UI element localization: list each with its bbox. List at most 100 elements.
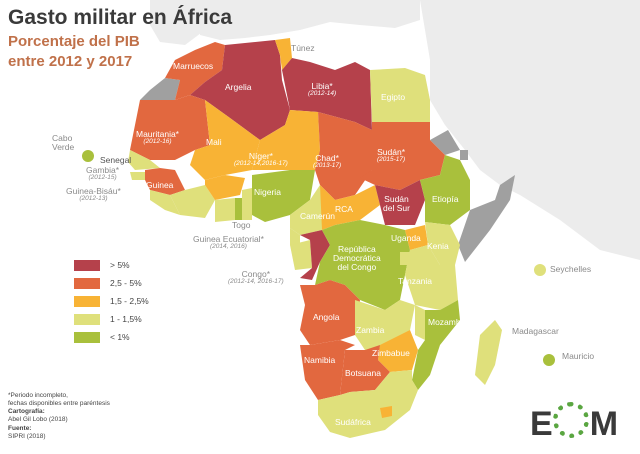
label-sudafrica: Sudáfrica (335, 417, 371, 427)
label-mauritania: Mauritania* (2012-16) (136, 129, 179, 145)
car (320, 185, 380, 230)
legend-label: 2,5 - 5% (110, 278, 142, 288)
benin (242, 188, 252, 220)
label-etiopia: Etiopía (432, 194, 459, 204)
legend-label: < 1% (110, 332, 130, 342)
label-angola: Angola (313, 312, 340, 322)
cartography-value: Abel Gil Lobo (2018) (8, 416, 68, 424)
togo (235, 198, 242, 220)
rwanda-burundi (400, 252, 410, 265)
label-uganda: Uganda (391, 233, 421, 243)
madagascar (475, 320, 502, 385)
cote-ivoire (170, 185, 215, 218)
legend-item: 2,5 - 5% (74, 278, 194, 292)
legend-label: > 5% (110, 260, 130, 270)
legend-item: 1 - 1,5% (74, 314, 194, 328)
logo-o-icon (552, 402, 589, 438)
label-rca: RCA (335, 204, 353, 214)
nigeria (252, 170, 315, 222)
middle-east-land (420, 0, 640, 260)
label-botsuana: Botsuana (345, 368, 381, 378)
algeria (190, 40, 290, 140)
label-nigeria: Nigeria (254, 187, 281, 197)
guinea-bissau (130, 172, 145, 180)
label-guinea-bisau: Guinea-Bisáu* (2012-13) (66, 186, 121, 202)
note-line-1: *Periodo incompleto, (8, 392, 68, 399)
label-libia: Libia* (2012-14) (308, 81, 337, 97)
mauricio-dot (543, 354, 555, 366)
angola (300, 280, 360, 345)
label-senegal: Senegal (100, 155, 132, 165)
egypt (370, 68, 430, 122)
label-seychelles: Seychelles (550, 264, 592, 274)
lesotho (380, 406, 392, 418)
label-zimbabue: Zimbabue (372, 348, 410, 358)
congo (300, 230, 330, 280)
europe-land (200, 0, 420, 40)
legend-swatch (74, 332, 100, 343)
eritrea (430, 130, 460, 155)
label-zambia: Zambia (356, 325, 385, 335)
map-title: Gasto militar en África (8, 6, 233, 29)
label-mauricio: Mauricio (562, 351, 595, 361)
label-sudan: Sudán* (2015-17) (377, 147, 406, 163)
south-africa (318, 370, 418, 438)
label-sudan-sur: Sudán del Sur (383, 194, 410, 213)
label-gambia: Gambia* (2012-15) (86, 165, 120, 181)
legend-item: < 1% (74, 332, 194, 346)
source-label: Fuente: (8, 424, 32, 432)
label-tanzania: Tanzania (398, 276, 433, 286)
ethiopia (420, 155, 470, 225)
seychelles-dot (534, 264, 546, 276)
label-chad: Chad* (2013-17) (313, 153, 342, 169)
label-egipto: Egipto (381, 92, 406, 102)
tunisia (275, 38, 292, 70)
tanzania (405, 245, 458, 310)
legend-swatch (74, 314, 100, 325)
morocco (165, 42, 225, 100)
label-guinea: Guinea (146, 180, 174, 190)
label-mali: Mali (206, 137, 222, 147)
label-namibia: Namibia (304, 355, 336, 365)
label-niger: Níger* (2012-14,2016-17) (234, 151, 288, 167)
source-value: SIPRI (2018) (8, 432, 46, 440)
niger (252, 110, 320, 170)
legend-item: > 5% (74, 260, 194, 274)
sudan (360, 122, 445, 190)
iberia-land (150, 0, 205, 45)
western-sahara (140, 78, 180, 100)
label-argelia: Argelia (225, 82, 252, 92)
label-camerun: Camerún (300, 211, 335, 221)
cartography-label: Cartografía: (8, 408, 45, 416)
legend-label: 1,5 - 2,5% (110, 296, 149, 306)
legend-label: 1 - 1,5% (110, 314, 142, 324)
somalia (458, 175, 515, 262)
label-togo: Togo (232, 220, 251, 230)
label-madagascar: Madagascar (512, 326, 559, 336)
notes: *Periodo incompleto, fechas disponibles … (8, 392, 110, 441)
label-rdc: República Democrática del Congo (333, 244, 381, 272)
gambia (135, 163, 150, 166)
legend-swatch (74, 260, 100, 271)
ghana (215, 198, 235, 222)
guinea (145, 168, 185, 195)
legend-swatch (74, 278, 100, 289)
label-kenia: Kenia (427, 241, 449, 251)
zimbabwe (378, 330, 418, 372)
label-mozambique: Mozambique (428, 317, 477, 327)
south-sudan (375, 180, 425, 225)
eq-guinea (290, 228, 300, 245)
malawi (415, 305, 425, 340)
map-subtitle-2: entre 2012 y 2017 (8, 53, 133, 70)
chad (315, 112, 372, 200)
mozambique (412, 300, 460, 390)
map-subtitle-1: Porcentaje del PIB (8, 33, 140, 50)
botswana (340, 345, 390, 395)
mali (190, 95, 260, 180)
kenya (425, 222, 460, 265)
drc (315, 220, 410, 310)
label-tunez: Túnez (291, 43, 315, 53)
djibouti (460, 150, 468, 160)
